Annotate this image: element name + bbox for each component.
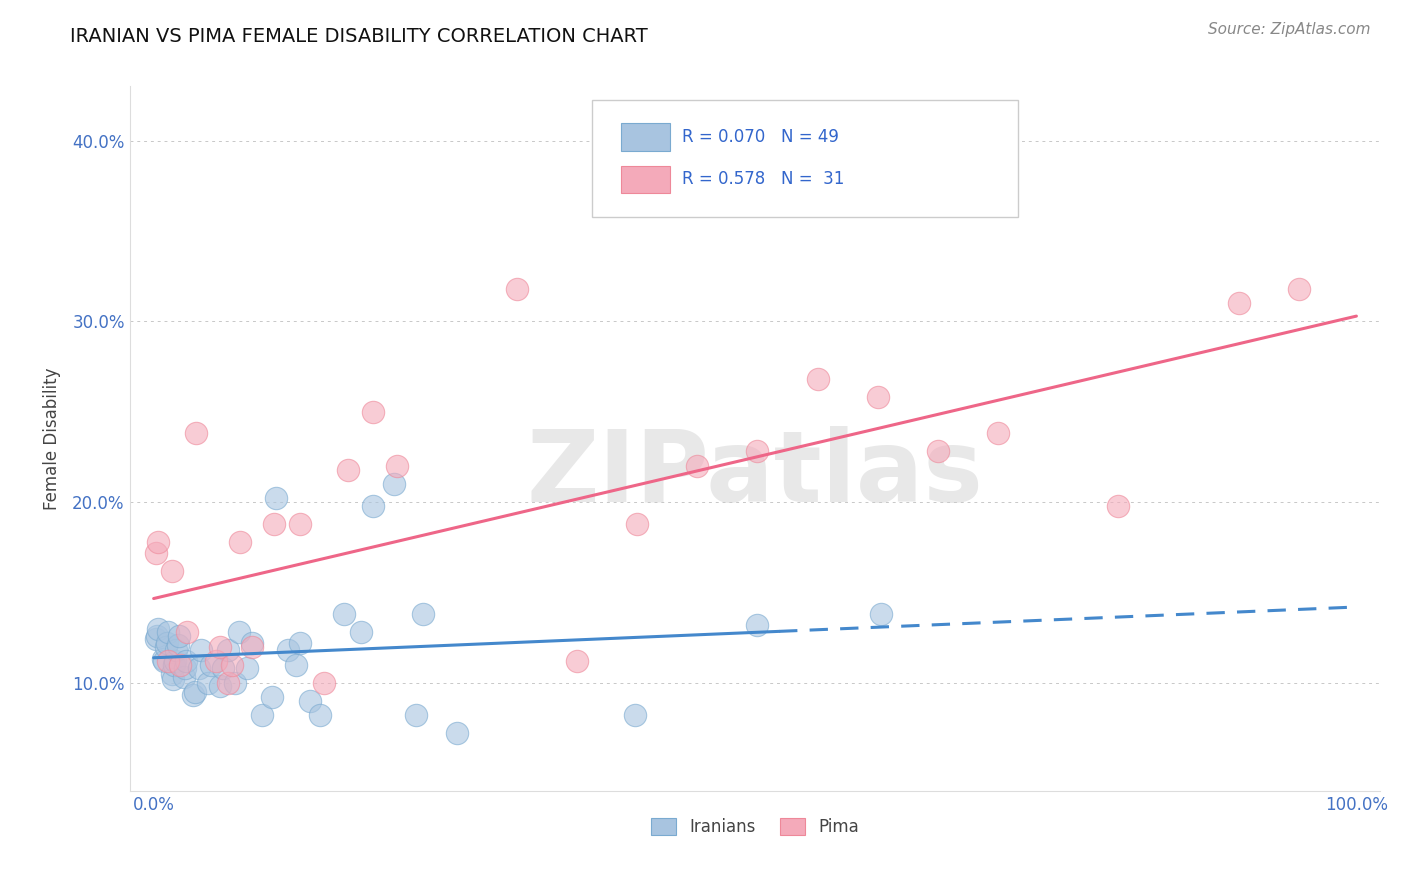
- Point: [153, 654, 176, 668]
- Point: [623, 708, 645, 723]
- Point: [1227, 296, 1250, 310]
- Point: [148, 534, 170, 549]
- Point: [176, 625, 198, 640]
- Point: [145, 632, 167, 647]
- Point: [221, 657, 243, 672]
- Point: [290, 636, 312, 650]
- Point: [229, 534, 252, 549]
- Point: [174, 661, 197, 675]
- Text: ZIPatlas: ZIPatlas: [527, 425, 983, 523]
- Point: [160, 564, 183, 578]
- Point: [152, 652, 174, 666]
- Point: [190, 643, 212, 657]
- Point: [160, 666, 183, 681]
- Point: [208, 640, 231, 654]
- Point: [200, 657, 222, 672]
- Point: [284, 657, 307, 672]
- Point: [332, 607, 354, 621]
- Point: [208, 680, 231, 694]
- Point: [240, 636, 263, 650]
- Point: [183, 685, 205, 699]
- Point: [145, 546, 167, 560]
- Point: [870, 607, 893, 621]
- Point: [228, 625, 250, 640]
- Point: [308, 708, 330, 723]
- Text: IRANIAN VS PIMA FEMALE DISABILITY CORRELATION CHART: IRANIAN VS PIMA FEMALE DISABILITY CORREL…: [70, 27, 648, 45]
- Point: [156, 636, 179, 650]
- FancyBboxPatch shape: [592, 101, 1018, 217]
- Point: [412, 607, 434, 621]
- Point: [188, 661, 211, 675]
- FancyBboxPatch shape: [621, 123, 671, 151]
- Point: [290, 516, 312, 531]
- Point: [157, 625, 180, 640]
- Point: [163, 657, 186, 672]
- Point: [277, 643, 299, 657]
- Point: [382, 477, 405, 491]
- Point: [266, 491, 288, 506]
- Point: [927, 444, 949, 458]
- Point: [337, 462, 360, 476]
- Point: [565, 654, 588, 668]
- Point: [626, 516, 648, 531]
- Point: [174, 654, 197, 668]
- Point: [806, 372, 828, 386]
- Point: [157, 654, 180, 668]
- Point: [169, 657, 191, 672]
- Y-axis label: Female Disability: Female Disability: [44, 368, 60, 510]
- Point: [987, 426, 1010, 441]
- Point: [217, 675, 239, 690]
- Point: [747, 444, 769, 458]
- Point: [361, 499, 384, 513]
- FancyBboxPatch shape: [621, 166, 671, 194]
- Point: [405, 708, 427, 723]
- Point: [197, 675, 219, 690]
- Point: [165, 654, 187, 668]
- Point: [212, 661, 235, 675]
- Point: [224, 675, 246, 690]
- Point: [686, 458, 709, 473]
- Point: [155, 640, 177, 654]
- Point: [1288, 282, 1310, 296]
- Point: [173, 670, 195, 684]
- Point: [236, 661, 259, 675]
- Point: [1107, 499, 1129, 513]
- Point: [167, 629, 190, 643]
- Point: [184, 426, 207, 441]
- Point: [240, 640, 263, 654]
- Point: [260, 690, 283, 705]
- Text: R = 0.578   N =  31: R = 0.578 N = 31: [682, 170, 845, 188]
- Point: [385, 458, 408, 473]
- Point: [146, 629, 169, 643]
- Point: [166, 643, 188, 657]
- Point: [166, 638, 188, 652]
- Point: [263, 516, 285, 531]
- Point: [506, 282, 529, 296]
- Text: R = 0.070   N = 49: R = 0.070 N = 49: [682, 128, 839, 146]
- Point: [205, 654, 228, 668]
- Point: [217, 643, 239, 657]
- Point: [446, 726, 468, 740]
- Legend: Iranians, Pima: Iranians, Pima: [644, 812, 866, 843]
- Point: [298, 694, 321, 708]
- Point: [349, 625, 371, 640]
- Point: [314, 675, 336, 690]
- Point: [361, 405, 384, 419]
- Point: [183, 689, 205, 703]
- Text: Source: ZipAtlas.com: Source: ZipAtlas.com: [1208, 22, 1371, 37]
- Point: [250, 708, 273, 723]
- Point: [162, 672, 184, 686]
- Point: [148, 622, 170, 636]
- Point: [747, 618, 769, 632]
- Point: [866, 390, 889, 404]
